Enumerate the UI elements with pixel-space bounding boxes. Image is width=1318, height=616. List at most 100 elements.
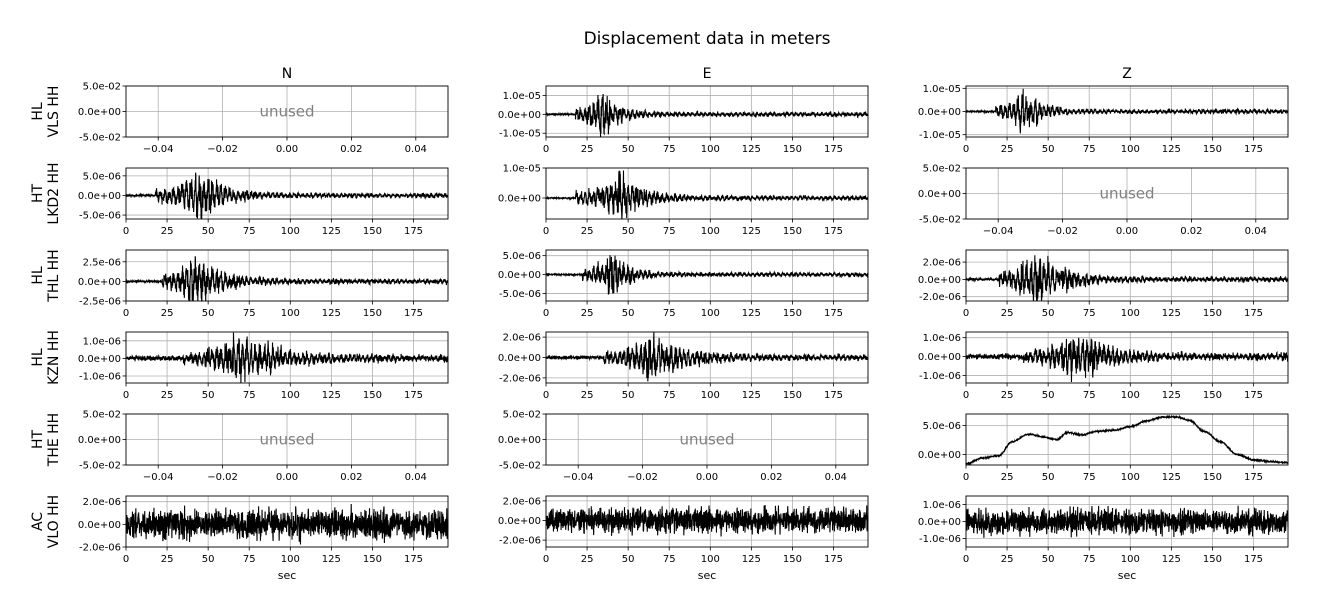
x-tick-label: 125	[322, 554, 341, 565]
x-tick-label: 75	[1083, 554, 1096, 565]
x-tick-label: 50	[1042, 472, 1055, 483]
x-tick-label: 150	[783, 144, 802, 155]
x-tick-label: 75	[1083, 308, 1096, 319]
x-tick-label: 175	[404, 308, 423, 319]
x-tick-label: 0.04	[405, 472, 427, 483]
y-tick-label: 0.0e+00	[78, 277, 121, 288]
x-axis-label: sec	[698, 569, 717, 582]
axes-frame	[125, 249, 449, 302]
y-tick-label: 0.0e+00	[498, 110, 541, 121]
x-tick-label: 0	[963, 472, 969, 483]
x-tick-label: 175	[404, 390, 423, 401]
row-label-network: HL	[30, 266, 46, 285]
x-tick-label: 25	[1001, 554, 1014, 565]
x-tick-label: 175	[824, 390, 843, 401]
series-line	[545, 505, 869, 537]
y-tick-label: 0.0e+00	[918, 189, 961, 200]
x-tick-label: 125	[1162, 472, 1181, 483]
column-title: N	[282, 66, 292, 82]
x-tick-label: 0	[963, 390, 969, 401]
x-tick-label: 125	[1162, 144, 1181, 155]
row-label: HT LKD2 HH	[30, 162, 62, 224]
unused-label: unused	[1099, 185, 1154, 203]
series-line	[965, 255, 1289, 302]
x-tick-label: 0	[543, 144, 549, 155]
y-tick-label: 0.0e+00	[78, 107, 121, 118]
y-tick-label: 5.0e-06	[83, 171, 121, 182]
x-tick-label: 50	[1042, 554, 1055, 565]
x-tick-label: 0.02	[760, 472, 782, 483]
x-tick-label: 125	[322, 226, 341, 237]
row-label-station: VLO HH	[46, 495, 62, 548]
y-tick-label: 5.0e-02	[503, 410, 541, 421]
axes-frame	[965, 413, 1289, 466]
panel-r5-c1: 0 25 50 75 100 125 150 175 2.0e-06 0.0e+00 -2.0e-0…	[498, 495, 869, 582]
x-tick-label: 50	[202, 226, 215, 237]
x-tick-label: 0	[123, 226, 129, 237]
x-tick-label: 0.02	[340, 472, 362, 483]
x-tick-label: 50	[202, 390, 215, 401]
y-tick-label: 2.0e-06	[503, 496, 541, 507]
y-tick-label: 0.0e+00	[498, 516, 541, 527]
x-tick-label: 0	[123, 390, 129, 401]
y-tick-label: 0.0e+00	[918, 517, 961, 528]
x-tick-label: 100	[1121, 308, 1140, 319]
y-tick-label: 0.0e+00	[498, 353, 541, 364]
series-line	[545, 93, 869, 138]
panel-r3-c2: 0 25 50 75 100 125 150 175 1.0e-06 0.0e+00 -1.0e-0…	[918, 331, 1289, 401]
x-tick-label: 25	[581, 308, 594, 319]
x-tick-label: 25	[581, 554, 594, 565]
series-line	[965, 414, 1289, 466]
series-line	[545, 255, 869, 295]
x-tick-label: 50	[622, 308, 635, 319]
panel-r3-c1: 0 25 50 75 100 125 150 175 2.0e-06 0.0e+00 -2.0e-0…	[498, 331, 869, 401]
x-tick-label: 25	[581, 144, 594, 155]
x-tick-label: 150	[1203, 390, 1222, 401]
x-tick-label: 0	[963, 144, 969, 155]
x-tick-label: 0.00	[1116, 226, 1138, 237]
unused-label: unused	[259, 103, 314, 121]
row-label-network: HL	[30, 102, 46, 121]
x-tick-label: 125	[742, 554, 761, 565]
y-tick-label: 0.0e+00	[78, 435, 121, 446]
x-tick-label: 75	[663, 308, 676, 319]
series-line	[125, 332, 449, 384]
row-label-station: THL HH	[46, 249, 62, 302]
row-label: HL VLS HH	[30, 86, 62, 138]
x-tick-label: −0.04	[983, 226, 1014, 237]
y-tick-label: 5.0e-02	[83, 82, 121, 93]
x-tick-label: 150	[363, 226, 382, 237]
panel-r4-c0: unused −0.04 −0.02 0.00 0.02 0.04 -5.0e-02 0.0e…	[78, 410, 449, 483]
axes-frame	[965, 249, 1289, 302]
x-tick-label: 125	[742, 226, 761, 237]
axes-frame	[125, 331, 449, 384]
x-tick-label: 125	[742, 144, 761, 155]
x-tick-label: 125	[1162, 390, 1181, 401]
row-label-station: VLS HH	[46, 86, 62, 138]
x-tick-label: 50	[622, 144, 635, 155]
y-tick-label: -2.0e-06	[499, 536, 541, 547]
x-tick-label: 0.00	[276, 472, 298, 483]
x-tick-label: 0	[963, 554, 969, 565]
series-line	[125, 256, 449, 302]
x-tick-label: 50	[202, 554, 215, 565]
panel-r0-c0: unused −0.04 −0.02 0.00 0.02 0.04 -5.0e-02 0.0e…	[78, 66, 449, 155]
x-tick-label: 125	[322, 390, 341, 401]
series-line	[965, 88, 1289, 134]
x-tick-label: 75	[1083, 472, 1096, 483]
x-tick-label: 25	[581, 390, 594, 401]
x-tick-label: 0.02	[1180, 226, 1202, 237]
x-tick-label: 0.04	[405, 144, 427, 155]
x-tick-label: −0.02	[627, 472, 658, 483]
row-label-network: HL	[30, 348, 46, 367]
x-tick-label: 125	[742, 308, 761, 319]
x-tick-label: 125	[1162, 554, 1181, 565]
x-tick-label: 0.00	[696, 472, 718, 483]
series-line	[125, 172, 449, 220]
x-tick-label: 75	[243, 226, 256, 237]
y-tick-label: 5.0e-02	[923, 164, 961, 175]
y-tick-label: -5.0e-02	[499, 461, 541, 472]
y-tick-label: -2.0e-06	[499, 373, 541, 384]
x-tick-label: 0.02	[340, 144, 362, 155]
